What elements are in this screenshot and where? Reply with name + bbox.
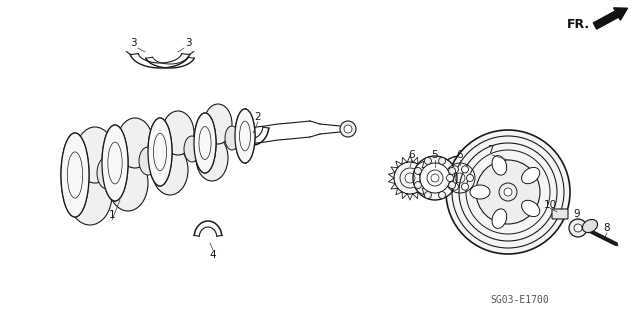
Ellipse shape	[204, 104, 232, 144]
Circle shape	[438, 192, 445, 199]
Text: 1: 1	[109, 210, 115, 220]
Ellipse shape	[451, 166, 458, 173]
Text: 10: 10	[543, 200, 557, 210]
Ellipse shape	[97, 157, 117, 189]
Ellipse shape	[569, 219, 587, 237]
Ellipse shape	[476, 160, 540, 224]
Circle shape	[449, 167, 456, 174]
Ellipse shape	[438, 156, 482, 200]
Ellipse shape	[446, 130, 570, 254]
Ellipse shape	[574, 224, 582, 232]
Ellipse shape	[108, 155, 148, 211]
Ellipse shape	[461, 166, 468, 173]
Text: SG03-E1700: SG03-E1700	[490, 295, 548, 305]
Ellipse shape	[492, 209, 507, 228]
FancyBboxPatch shape	[552, 209, 568, 219]
Text: 9: 9	[573, 209, 580, 219]
Ellipse shape	[504, 188, 512, 196]
Text: FR.: FR.	[567, 18, 590, 31]
Ellipse shape	[68, 165, 112, 225]
FancyArrow shape	[593, 8, 628, 29]
Ellipse shape	[394, 162, 426, 194]
Ellipse shape	[102, 125, 128, 201]
Circle shape	[438, 157, 445, 164]
Ellipse shape	[235, 109, 255, 163]
Ellipse shape	[413, 156, 457, 200]
Ellipse shape	[470, 185, 490, 199]
Ellipse shape	[139, 147, 157, 175]
Circle shape	[424, 192, 431, 199]
Ellipse shape	[447, 174, 454, 182]
Text: 3: 3	[130, 38, 136, 48]
Ellipse shape	[148, 118, 172, 186]
Ellipse shape	[431, 174, 439, 182]
Ellipse shape	[467, 174, 474, 182]
Ellipse shape	[196, 135, 228, 181]
Ellipse shape	[420, 163, 450, 193]
Ellipse shape	[117, 118, 153, 168]
Ellipse shape	[582, 219, 598, 233]
Ellipse shape	[522, 200, 540, 217]
Ellipse shape	[194, 113, 216, 173]
Text: 7: 7	[486, 145, 493, 155]
Circle shape	[449, 182, 456, 189]
Ellipse shape	[61, 133, 89, 217]
Ellipse shape	[492, 156, 507, 175]
Ellipse shape	[522, 167, 540, 184]
Text: 6: 6	[409, 150, 415, 160]
Text: 8: 8	[604, 223, 611, 233]
Ellipse shape	[184, 136, 200, 162]
Text: 3: 3	[185, 38, 191, 48]
Ellipse shape	[344, 125, 352, 133]
Ellipse shape	[451, 183, 458, 190]
Ellipse shape	[235, 109, 255, 163]
Text: 5: 5	[432, 150, 438, 160]
Circle shape	[415, 182, 421, 189]
Text: 2: 2	[255, 112, 261, 122]
Ellipse shape	[461, 183, 468, 190]
Ellipse shape	[152, 145, 188, 195]
Circle shape	[424, 157, 431, 164]
Ellipse shape	[61, 133, 89, 217]
Circle shape	[415, 167, 421, 174]
Ellipse shape	[225, 126, 239, 150]
Ellipse shape	[102, 125, 128, 201]
Ellipse shape	[75, 127, 115, 183]
Text: 6: 6	[457, 150, 463, 160]
Text: 4: 4	[210, 250, 216, 260]
Ellipse shape	[162, 111, 194, 155]
Ellipse shape	[340, 121, 356, 137]
Ellipse shape	[194, 113, 216, 173]
Ellipse shape	[148, 118, 172, 186]
